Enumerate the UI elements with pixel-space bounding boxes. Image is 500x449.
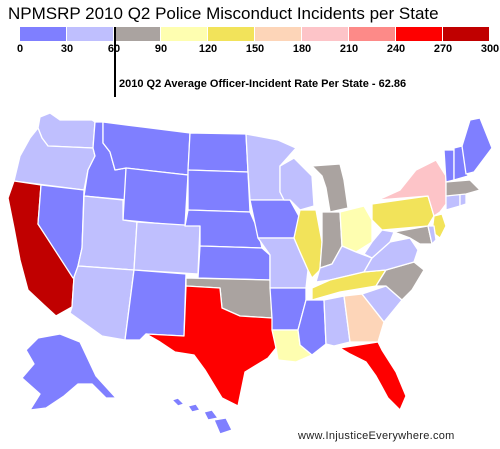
average-marker-line bbox=[114, 27, 116, 97]
legend-tick-90: 90 bbox=[154, 43, 168, 55]
state-nm bbox=[124, 269, 187, 341]
state-wa bbox=[37, 112, 96, 149]
state-hi bbox=[171, 397, 185, 407]
legend-tick-300: 300 bbox=[480, 43, 500, 55]
legend-tick-30: 30 bbox=[60, 43, 74, 55]
state-me bbox=[461, 117, 493, 175]
state-hi-island-4 bbox=[213, 417, 233, 435]
state-fl bbox=[339, 341, 407, 411]
state-ak bbox=[21, 333, 117, 411]
state-wy bbox=[122, 167, 189, 227]
legend-swatch-4 bbox=[208, 27, 255, 41]
state-nd bbox=[187, 132, 249, 173]
state-ga bbox=[343, 293, 385, 343]
legend-tick-150: 150 bbox=[245, 43, 265, 55]
map-title: NPMSRP 2010 Q2 Police Misconduct Inciden… bbox=[8, 4, 439, 23]
state-al bbox=[323, 295, 351, 347]
credit-url: www.InjusticeEverywhere.com bbox=[298, 430, 455, 442]
state-ma bbox=[445, 179, 481, 197]
state-vt bbox=[443, 149, 455, 183]
state-ri bbox=[459, 193, 467, 207]
legend-tick-240: 240 bbox=[386, 43, 406, 55]
state-de bbox=[427, 225, 437, 245]
state-hi-island-3 bbox=[203, 409, 219, 421]
state-ks bbox=[197, 245, 271, 281]
state-mt bbox=[102, 121, 191, 176]
legend-swatch-2 bbox=[114, 27, 161, 41]
average-rate-label: 2010 Q2 Average Officer-Incident Rate Pe… bbox=[119, 78, 407, 90]
legend-tick-210: 210 bbox=[339, 43, 359, 55]
state-mi bbox=[311, 163, 349, 213]
color-scale-legend bbox=[20, 27, 490, 41]
state-oh bbox=[339, 205, 373, 253]
state-va bbox=[363, 237, 419, 273]
legend-swatch-8 bbox=[396, 27, 443, 41]
state-tx bbox=[145, 285, 277, 407]
legend-swatch-1 bbox=[67, 27, 114, 41]
state-az bbox=[69, 265, 135, 341]
legend-tick-120: 120 bbox=[198, 43, 218, 55]
state-sd bbox=[187, 169, 251, 213]
legend-tick-270: 270 bbox=[433, 43, 453, 55]
state-hi-island-2 bbox=[187, 403, 201, 413]
state-pa bbox=[371, 195, 435, 231]
legend-swatch-5 bbox=[255, 27, 302, 41]
state-co bbox=[133, 221, 201, 275]
legend-tick-0: 0 bbox=[16, 43, 24, 55]
legend-swatch-9 bbox=[443, 27, 490, 41]
legend-swatch-7 bbox=[349, 27, 396, 41]
color-scale-ticks: 0306090120150180210240270300 bbox=[16, 43, 499, 57]
legend-tick-180: 180 bbox=[292, 43, 312, 55]
legend-swatch-3 bbox=[161, 27, 208, 41]
state-il bbox=[293, 209, 323, 279]
state-ia bbox=[249, 199, 301, 239]
state-md bbox=[393, 225, 433, 245]
state-nh bbox=[453, 145, 469, 181]
legend-swatch-0 bbox=[20, 27, 67, 41]
legend-swatch-6 bbox=[302, 27, 349, 41]
